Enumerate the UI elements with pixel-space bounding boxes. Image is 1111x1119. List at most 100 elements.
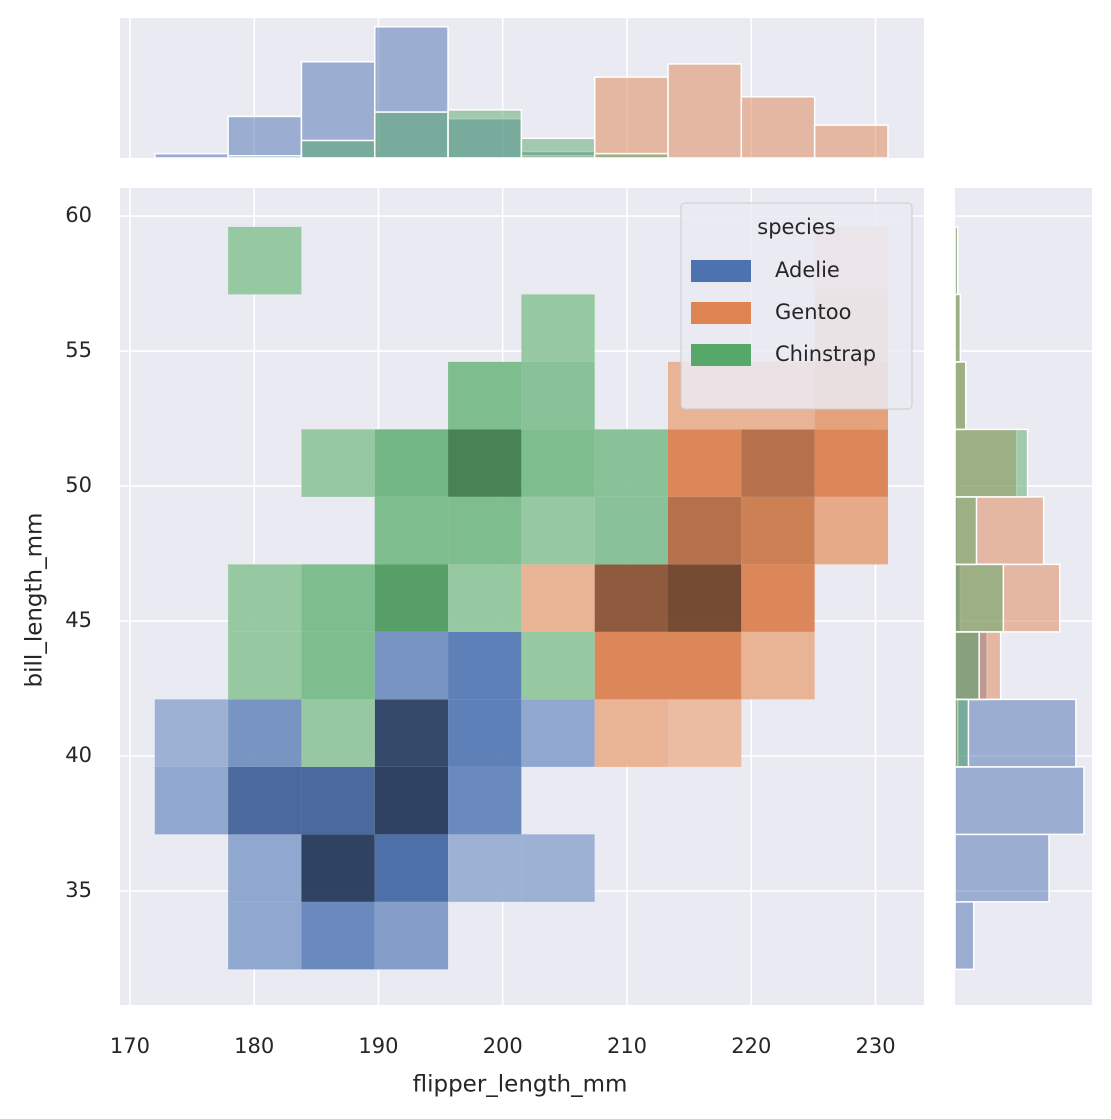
heatmap-cell (521, 699, 595, 767)
marginal-x-bar (740, 96, 816, 159)
heatmap-cell (301, 901, 375, 970)
heatmap-cell (228, 631, 302, 700)
heatmap-cell (374, 496, 449, 565)
heatmap-cell (594, 631, 669, 700)
marginal-y-bar (954, 361, 967, 431)
heatmap-cell (228, 226, 302, 295)
marginal-y-bar (954, 563, 1005, 633)
heatmap-cell (521, 834, 595, 902)
marginal-y-bar (954, 631, 980, 701)
heatmap-cell (228, 564, 302, 632)
x-axis-label: flipper_length_mm (413, 1072, 628, 1098)
heatmap-cell (448, 699, 522, 767)
heatmap-cell (594, 564, 669, 632)
x-tick-label: 180 (234, 1034, 274, 1058)
marginal-x-bar (447, 109, 523, 159)
x-tick-label: 200 (483, 1034, 523, 1058)
heatmap-cell (594, 699, 669, 767)
marginal-x-bar (154, 152, 229, 159)
heatmap-cell (521, 294, 595, 362)
marginal-x-bar (593, 76, 669, 159)
marginal-y-bar (954, 698, 1077, 768)
heatmap-cell (374, 429, 449, 497)
y-tick-label: 45 (65, 608, 92, 632)
marginal-x-bar (593, 152, 669, 159)
legend-swatch (691, 344, 751, 366)
marginal-y-bar (954, 901, 975, 971)
heatmap-cell (448, 564, 522, 632)
heatmap-cell (448, 361, 522, 430)
x-tick-label: 170 (110, 1034, 150, 1058)
heatmap-cell (521, 631, 595, 700)
legend-swatch (691, 302, 751, 324)
heatmap-cell (228, 901, 302, 970)
heatmap-cell (374, 901, 449, 970)
heatmap-cell (594, 429, 669, 497)
heatmap-cell (448, 766, 522, 835)
heatmap-cell (814, 429, 888, 497)
heatmap-cell (741, 631, 815, 700)
heatmap-cell (448, 429, 522, 497)
legend-title: species (757, 215, 835, 239)
y-tick-label: 40 (65, 743, 92, 767)
heatmap-cell (741, 429, 815, 497)
y-tick-label: 55 (65, 338, 92, 362)
marginal-x-bar (813, 124, 889, 159)
marginal-y-bar (954, 833, 1050, 903)
y-tick-label: 35 (65, 878, 92, 902)
heatmap-cell (668, 699, 742, 767)
y-tick-label: 50 (65, 473, 92, 497)
heatmap-cell (228, 766, 302, 835)
heatmap-cell (668, 429, 742, 497)
heatmap-cell (154, 699, 229, 767)
heatmap-cell (521, 361, 595, 430)
heatmap-cell (814, 496, 888, 565)
marginal-x-bar (520, 137, 596, 159)
heatmap-cell (301, 834, 375, 902)
legend: species Adelie Gentoo Chinstrap (680, 202, 913, 410)
marginal-x-bar (227, 115, 303, 159)
marginal-y-bar (954, 496, 978, 566)
heatmap-cell (154, 766, 229, 835)
heatmap-cell (374, 699, 449, 767)
heatmap-cell (301, 429, 375, 497)
heatmap-cell (301, 766, 375, 835)
heatmap-cell (301, 564, 375, 632)
marginal-x-bar (667, 63, 743, 159)
heatmap-cell (741, 496, 815, 565)
heatmap-cell (301, 631, 375, 700)
heatmap-cell (301, 699, 375, 767)
legend-swatch (691, 260, 751, 282)
x-tick-label: 220 (731, 1034, 771, 1058)
legend-label: Chinstrap (775, 342, 876, 366)
legend-label: Adelie (775, 258, 840, 282)
heatmap-cell (374, 834, 449, 902)
marginal-x-bar (373, 111, 449, 159)
heatmap-cell (668, 564, 742, 632)
heatmap-cell (521, 496, 595, 565)
heatmap-cell (594, 496, 669, 565)
heatmap-cell (374, 631, 449, 700)
y-tick-label: 60 (65, 203, 92, 227)
x-tick-label: 230 (855, 1034, 895, 1058)
heatmap-cell (448, 496, 522, 565)
heatmap-cell (668, 496, 742, 565)
heatmap-cell (741, 564, 815, 632)
legend-label: Gentoo (775, 300, 851, 324)
marginal-y-bar (954, 766, 1085, 836)
y-axis-label: bill_length_mm (22, 513, 48, 688)
marginal-y-bar (954, 698, 970, 768)
heatmap-cell (668, 631, 742, 700)
marginal-x-bar (300, 139, 376, 159)
x-tick-label: 190 (358, 1034, 398, 1058)
marginal-y-bar (954, 293, 962, 363)
heatmap-cell (374, 766, 449, 835)
heatmap-cell (448, 834, 522, 902)
heatmap-cell (228, 834, 302, 902)
marginal-x-bar (227, 155, 303, 159)
heatmap-cell (521, 429, 595, 497)
heatmap-cell (521, 564, 595, 632)
marginal-y-bar (954, 226, 959, 296)
heatmap-cell (228, 699, 302, 767)
